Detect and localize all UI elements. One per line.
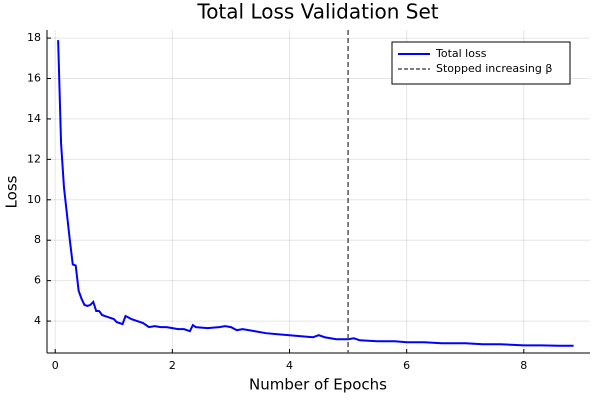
chart-title: Total Loss Validation Set [196,0,438,24]
x-tick-label: 0 [52,359,59,372]
data-line [57,40,574,347]
y-tick-label: 4 [34,314,41,327]
x-tick-label: 6 [403,359,410,372]
legend-label: Total loss [435,47,487,60]
x-tick-label: 2 [169,359,176,372]
y-tick-label: 18 [27,31,41,44]
x-tick-label: 8 [520,359,527,372]
legend-box [391,41,571,85]
y-tick-label: 10 [27,193,41,206]
x-axis-label: Number of Epochs [249,376,387,394]
y-axis-label: Loss [3,175,21,208]
y-tick-label: 12 [27,152,41,165]
y-tick-label: 14 [27,112,41,125]
x-tick-label: 4 [286,359,293,372]
y-tick-label: 8 [34,233,41,246]
y-tick-label: 16 [27,72,41,85]
legend-label: Stopped increasing β [436,62,552,75]
y-tick-label: 6 [34,274,41,287]
